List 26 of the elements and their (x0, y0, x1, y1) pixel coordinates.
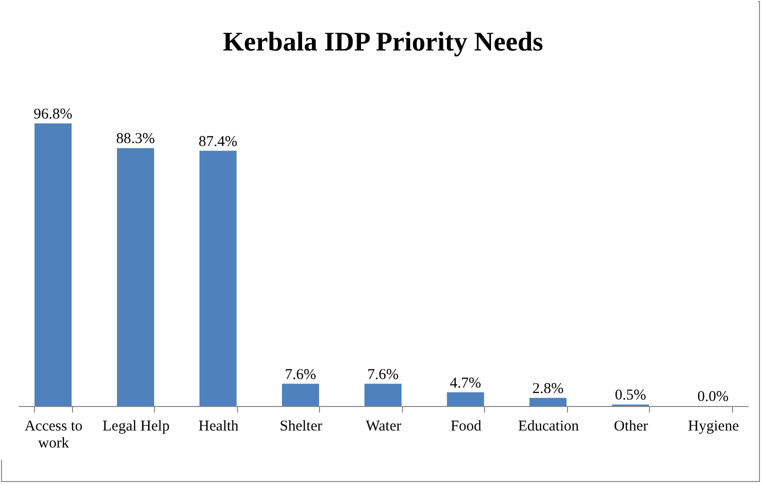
data-label: 2.8% (532, 380, 564, 397)
bar (529, 398, 567, 406)
x-tick-label: Water (366, 418, 402, 434)
x-tick-label: Health (198, 418, 240, 434)
data-label: 7.6% (284, 366, 316, 383)
x-tick-label: Other (614, 418, 648, 434)
x-tick-label: Hygiene (688, 418, 740, 434)
data-label: 0.5% (614, 388, 646, 404)
bar (364, 384, 402, 406)
bar (34, 123, 72, 406)
x-tick-label: Education (518, 418, 580, 434)
bar (282, 384, 320, 406)
x-tick-label: Legal Help (102, 418, 170, 434)
data-label: 0.0% (697, 389, 729, 405)
data-label: 87.4% (198, 134, 238, 150)
data-label: 96.8% (34, 106, 72, 122)
data-label: 4.7% (450, 375, 482, 392)
x-tick-label: Shelter (280, 418, 322, 434)
x-tick-label: Access to work (24, 418, 83, 452)
bar (199, 150, 237, 406)
bar (116, 148, 154, 406)
bar (446, 392, 484, 406)
data-label: 88.3% (116, 131, 155, 148)
data-label: 7.6% (367, 366, 399, 383)
x-tick-label: Food (450, 418, 482, 434)
chart-title: Kerbala IDP Priority Needs (222, 26, 544, 56)
